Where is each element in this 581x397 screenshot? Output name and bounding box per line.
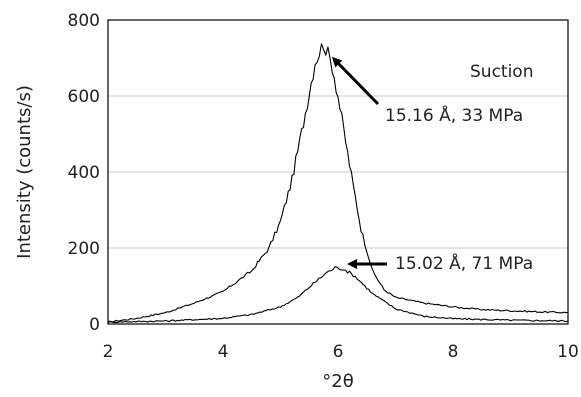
y-tick-labels: 0 200 400 600 800 — [68, 11, 100, 335]
x-tick-label: 2 — [103, 342, 114, 362]
y-tick-label: 200 — [68, 239, 100, 259]
y-tick-label: 600 — [68, 87, 100, 107]
plot-frame — [107, 19, 569, 325]
series-lines — [107, 43, 569, 324]
y-tick-label: 0 — [89, 315, 100, 335]
x-axis-title: °2θ — [322, 371, 353, 392]
series-line-2 — [107, 266, 569, 324]
annotation-peak2: 15.02 Å, 71 MPa — [395, 252, 533, 274]
y-tick-label: 400 — [68, 163, 100, 183]
x-tick-labels: 2 4 6 8 10 — [103, 342, 579, 362]
legend-label: Suction — [470, 62, 533, 82]
y-tick-label: 800 — [68, 11, 100, 31]
x-tick-label: 10 — [557, 342, 579, 362]
x-tick-label: 8 — [448, 342, 459, 362]
x-tick-label: 6 — [333, 342, 344, 362]
annotation-peak1: 15.16 Å, 33 MPa — [385, 104, 523, 126]
y-axis-title: Intensity (counts/s) — [14, 85, 35, 259]
x-tick-label: 4 — [218, 342, 229, 362]
annotation-arrow-peak1 — [331, 56, 380, 106]
series-line-1 — [107, 43, 568, 323]
